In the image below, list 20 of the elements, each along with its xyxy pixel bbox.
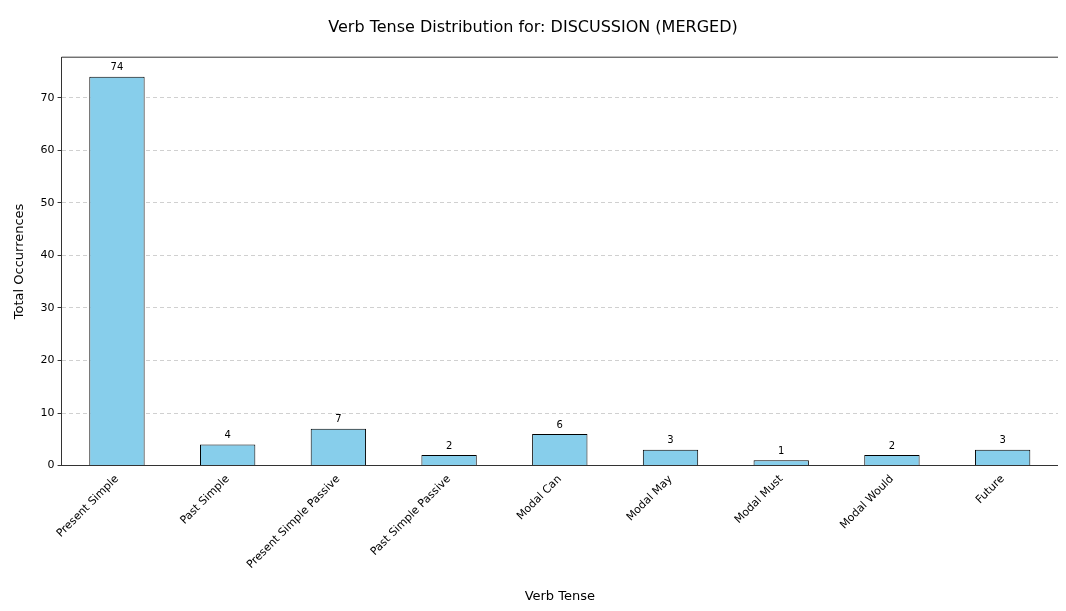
data-label: 3 [999, 434, 1006, 446]
data-label: 7 [335, 413, 342, 425]
data-label: 1 [778, 444, 785, 456]
chart-title: Verb Tense Distribution for: DISCUSSION (MERGED) [328, 16, 738, 36]
y-tick-label: 40 [40, 248, 55, 262]
data-label: 74 [110, 61, 124, 73]
data-label: 2 [888, 439, 896, 451]
y-tick-label: 60 [40, 143, 55, 157]
y-tick-label: 30 [40, 300, 55, 314]
y-tick-label: 70 [40, 90, 55, 104]
data-label: 4 [224, 429, 231, 441]
data-label: 6 [556, 418, 563, 430]
x-axis-title: Verb Tense [524, 587, 595, 603]
y-tick-label: 20 [40, 353, 55, 367]
data-label: 2 [445, 439, 453, 451]
y-axis-title: Total Occurrences [11, 203, 27, 321]
data-label: 3 [667, 434, 674, 446]
y-tick-label: 50 [40, 195, 55, 209]
y-tick-label: 0 [47, 458, 55, 472]
y-tick-label: 10 [40, 405, 55, 419]
